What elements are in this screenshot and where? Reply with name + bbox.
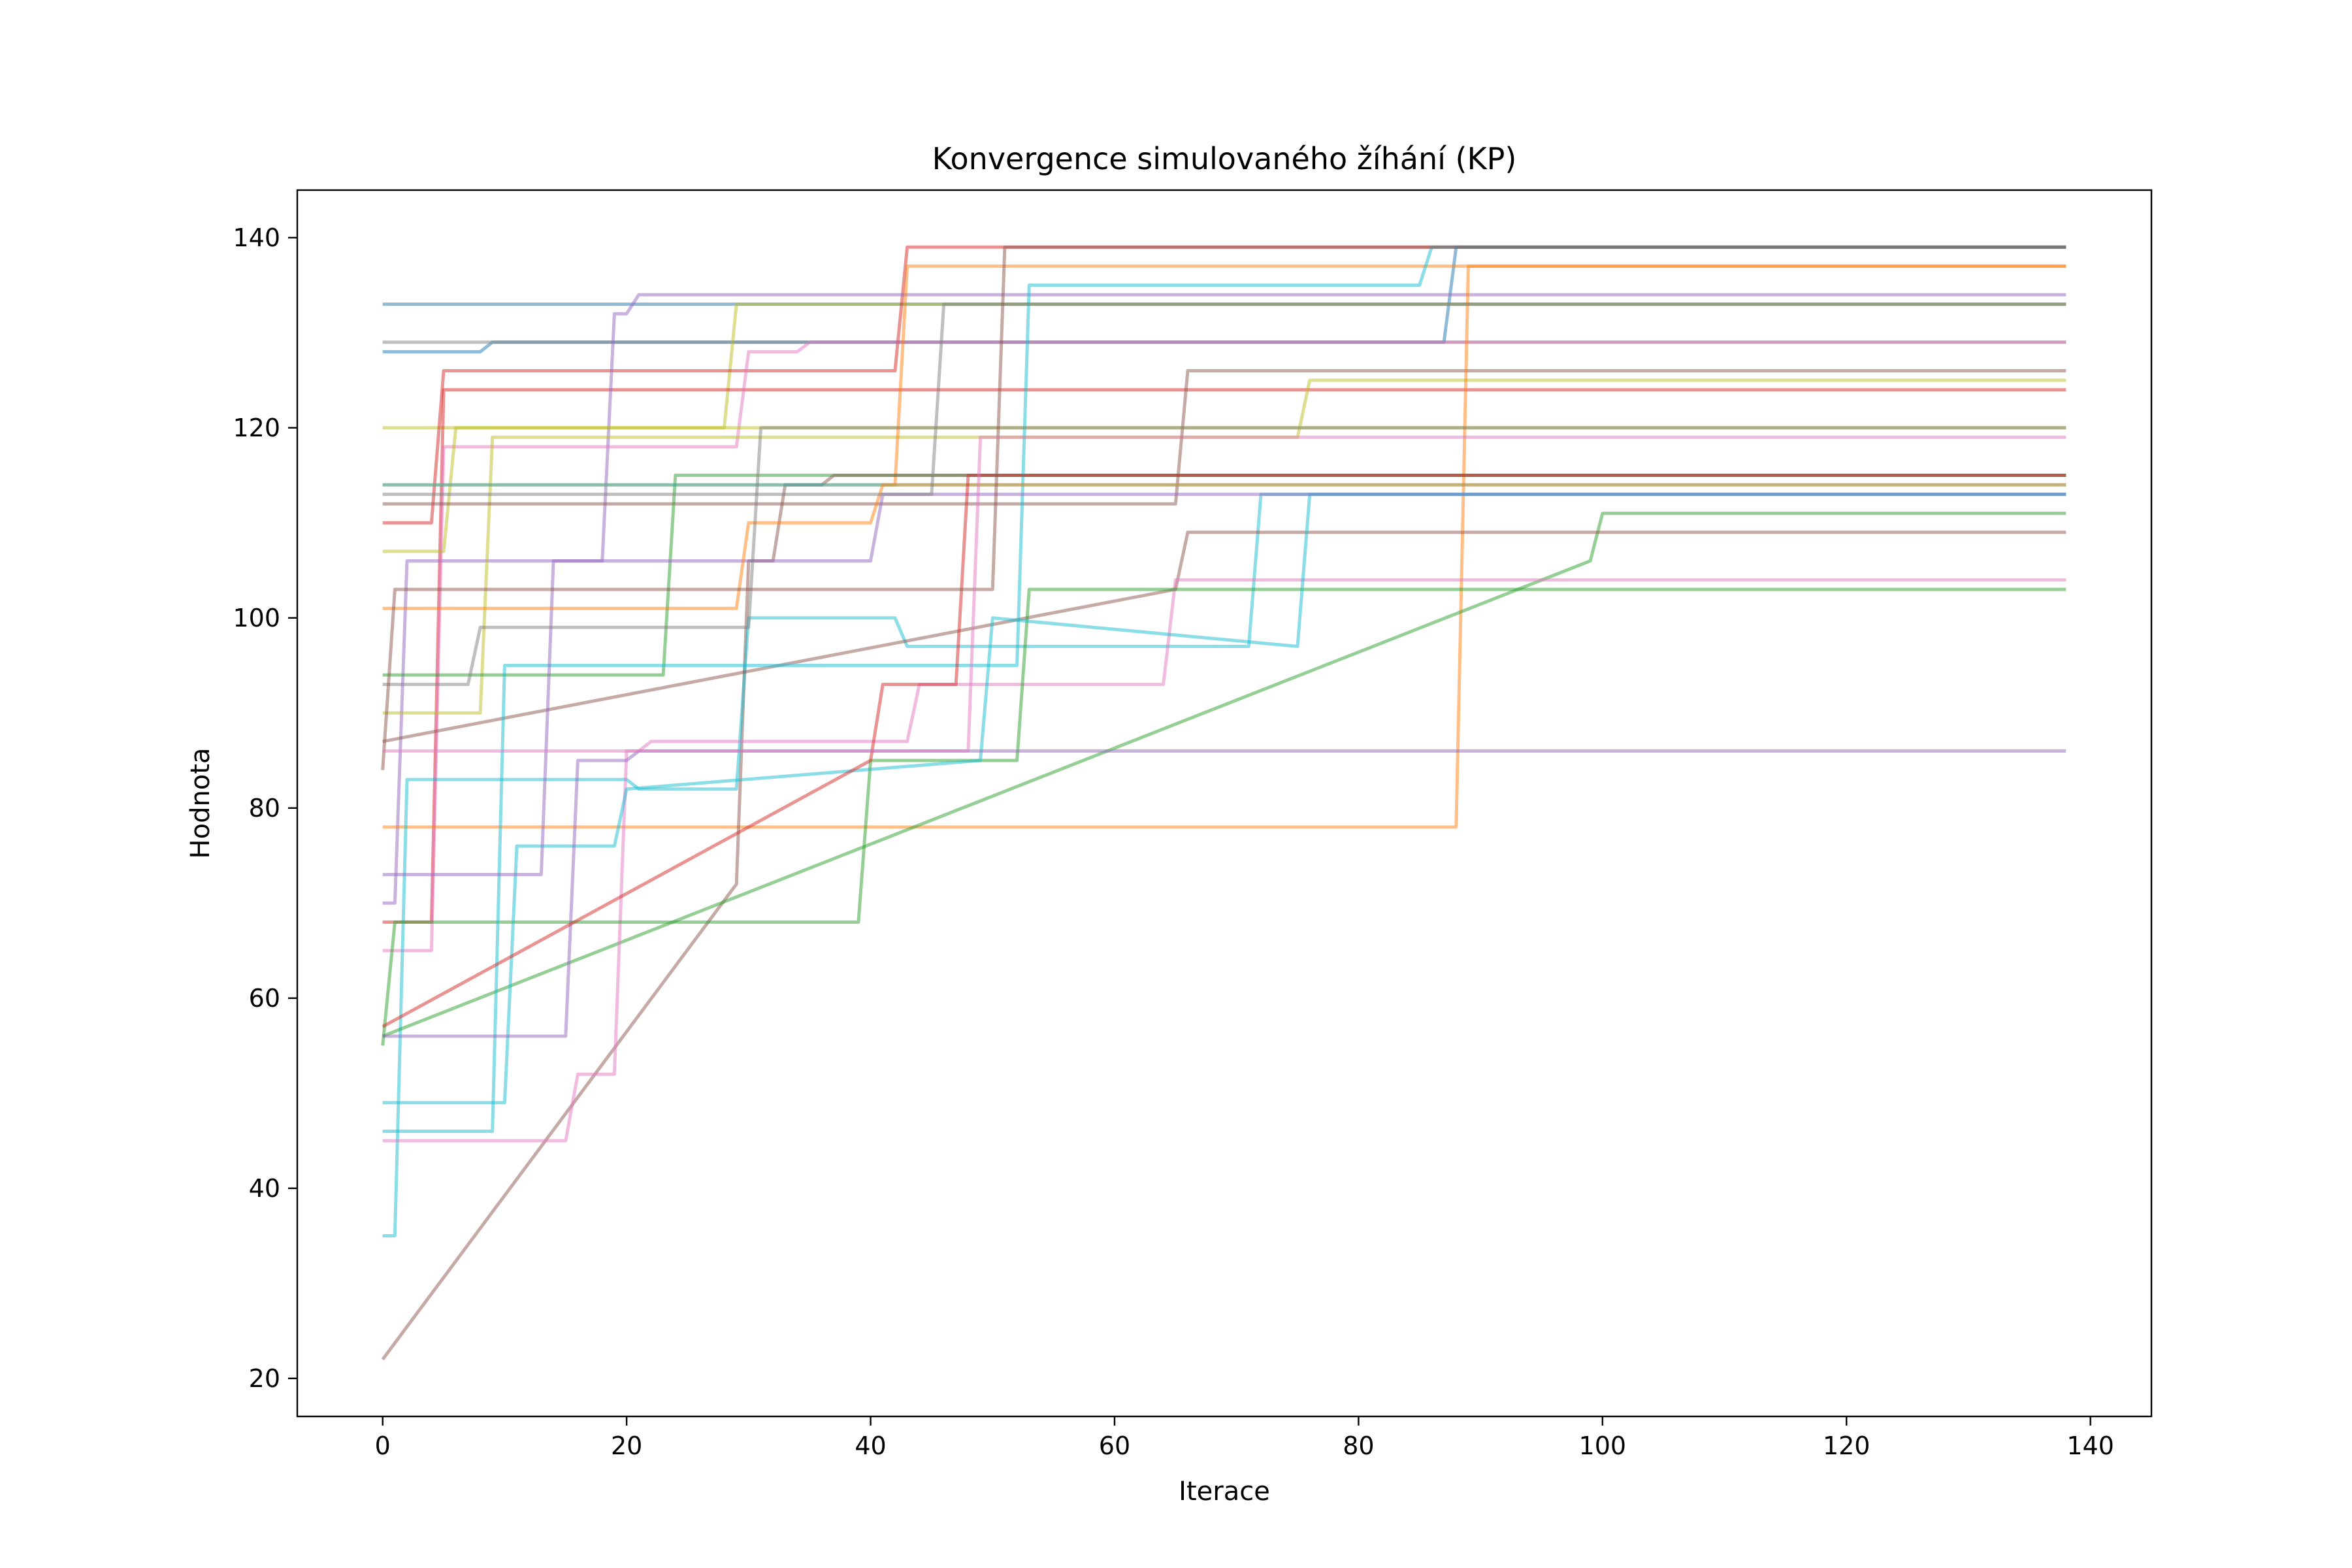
plot-frame bbox=[296, 189, 2153, 1418]
series-line-20 bbox=[382, 578, 2066, 1143]
series-line-27 bbox=[382, 474, 2066, 1028]
y-tick-label: 20 bbox=[249, 1364, 280, 1393]
y-tick-label: 100 bbox=[233, 604, 280, 632]
series-line-23 bbox=[382, 493, 2066, 1105]
series-line-10 bbox=[382, 378, 2066, 715]
series-line-31 bbox=[382, 435, 2066, 753]
y-tick-label: 140 bbox=[233, 223, 280, 252]
x-tick-label: 60 bbox=[1099, 1431, 1130, 1460]
x-tick-label: 0 bbox=[375, 1431, 391, 1460]
series-line-18 bbox=[382, 512, 2066, 1038]
x-tick-label: 80 bbox=[1343, 1431, 1374, 1460]
series-line-13 bbox=[382, 264, 2066, 829]
x-tick-label: 140 bbox=[2066, 1431, 2114, 1460]
series-line-17 bbox=[382, 493, 2066, 1237]
series-line-29 bbox=[382, 302, 2066, 497]
series-line-30 bbox=[381, 245, 2066, 770]
series-line-26 bbox=[382, 483, 2066, 610]
x-tick-label: 120 bbox=[1823, 1431, 1870, 1460]
series-line-28 bbox=[382, 426, 2066, 687]
series-line-8 bbox=[382, 340, 2066, 953]
x-tick-label: 40 bbox=[855, 1431, 886, 1460]
y-axis-ticks: 20 40 60 80 100 120 140 bbox=[233, 223, 297, 1393]
y-tick-label: 40 bbox=[249, 1174, 280, 1203]
x-axis-label: Iterace bbox=[1179, 1477, 1270, 1507]
series-line-24 bbox=[382, 493, 2066, 877]
y-tick-label: 80 bbox=[249, 794, 280, 823]
series-layer bbox=[381, 245, 2066, 1361]
y-tick-label: 120 bbox=[233, 414, 280, 442]
x-tick-label: 20 bbox=[611, 1431, 642, 1460]
x-axis-ticks: 0 20 40 60 80 100 120 140 bbox=[375, 1416, 2114, 1460]
series-line-21 bbox=[381, 587, 2066, 1046]
chart-title: Konvergence simulovaného žíhání (KP) bbox=[932, 141, 1517, 176]
x-tick-label: 100 bbox=[1579, 1431, 1627, 1460]
y-axis-label: Hodnota bbox=[186, 748, 216, 859]
y-tick-label: 60 bbox=[249, 984, 280, 1013]
